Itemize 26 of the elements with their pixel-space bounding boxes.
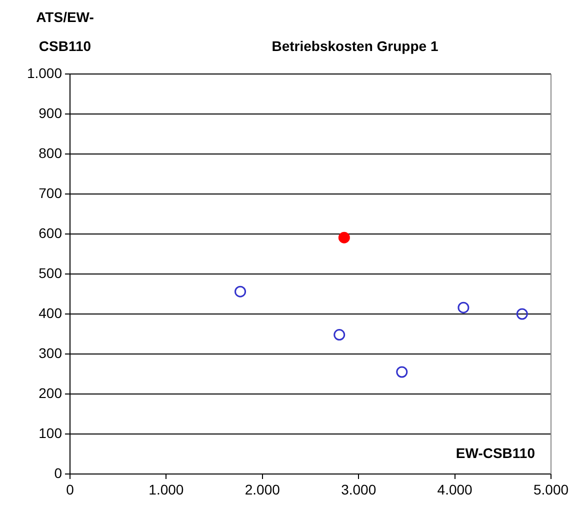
- point: [516, 308, 528, 320]
- y-tick-label: 500: [38, 264, 62, 281]
- chart-title: Betriebskosten Gruppe 1: [272, 38, 438, 54]
- x-tick-label: 0: [66, 481, 74, 498]
- point: [458, 302, 470, 314]
- y-tick-label: 0: [54, 464, 62, 481]
- y-tick-label: 400: [38, 304, 62, 321]
- point: [396, 366, 408, 378]
- x-tick-label: 2.000: [244, 481, 280, 498]
- y-tick-label: 700: [38, 184, 62, 201]
- y-tick-label: 1.000: [26, 64, 62, 81]
- y-tick-label: 100: [38, 424, 62, 441]
- x-tick-label: 4.000: [437, 481, 473, 498]
- x-axis-title: EW-CSB110: [456, 444, 536, 461]
- x-tick-label: 3.000: [341, 481, 376, 498]
- y-tick-label: 600: [38, 224, 62, 241]
- x-tick-label: 1.000: [148, 481, 184, 498]
- point: [334, 329, 346, 341]
- x-tick-label: 5.000: [533, 481, 569, 498]
- y-axis-title: ATS/EW-CSB110: [36, 8, 94, 54]
- y-tick-label: 200: [38, 384, 62, 401]
- y-tick-label: 300: [38, 344, 62, 361]
- y-tick-label: 800: [38, 144, 62, 161]
- point: [234, 286, 246, 298]
- point: [338, 232, 350, 244]
- y-tick-label: 900: [38, 104, 62, 121]
